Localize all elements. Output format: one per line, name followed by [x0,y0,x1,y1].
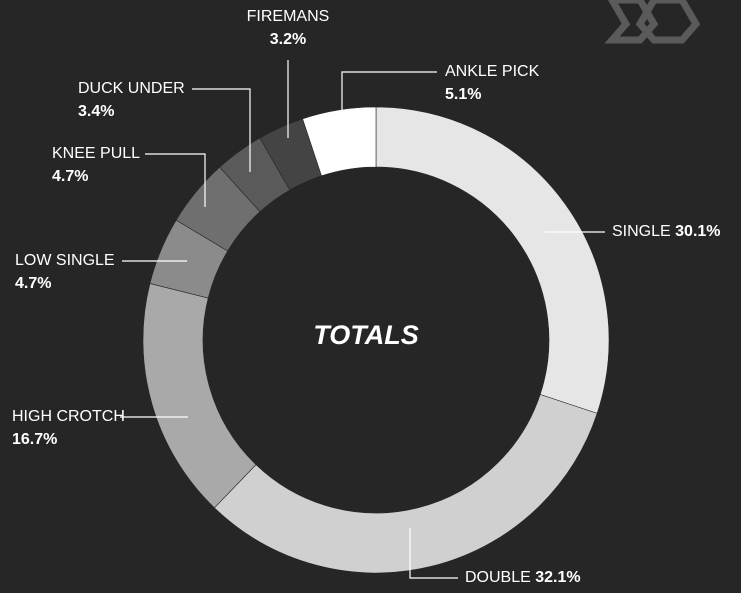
value-label: 3.2% [270,31,306,48]
value-label: 30.1% [675,223,720,240]
category-label: SINGLE [612,223,671,240]
slice [213,394,598,574]
value-label: 4.7% [15,275,51,292]
leader-line [409,528,458,579]
category-label: DOUBLE [465,569,531,586]
slice-label: SINGLE 30.1% [612,223,721,240]
donut [142,106,610,574]
category-label: LOW SINGLE [15,252,115,269]
value-label: 3.4% [78,103,114,120]
center-title: TOTALS [313,320,419,350]
logo [604,0,701,44]
category-label: FIREMANS [247,8,330,25]
slice [302,106,377,177]
value-label: 16.7% [12,431,57,448]
category-label: HIGH CROTCH [12,408,125,425]
slice-label: DOUBLE 32.1% [465,569,581,586]
category-label: ANKLE PICK [445,63,540,80]
slice [375,106,610,414]
category-label: KNEE PULL [52,145,140,162]
value-label: 5.1% [445,86,481,103]
value-label: 32.1% [535,569,580,586]
category-label: DUCK UNDER [78,80,185,97]
leader-line [145,153,206,207]
leader-line [192,88,251,172]
leader-line [341,71,437,112]
value-label: 4.7% [52,168,88,185]
